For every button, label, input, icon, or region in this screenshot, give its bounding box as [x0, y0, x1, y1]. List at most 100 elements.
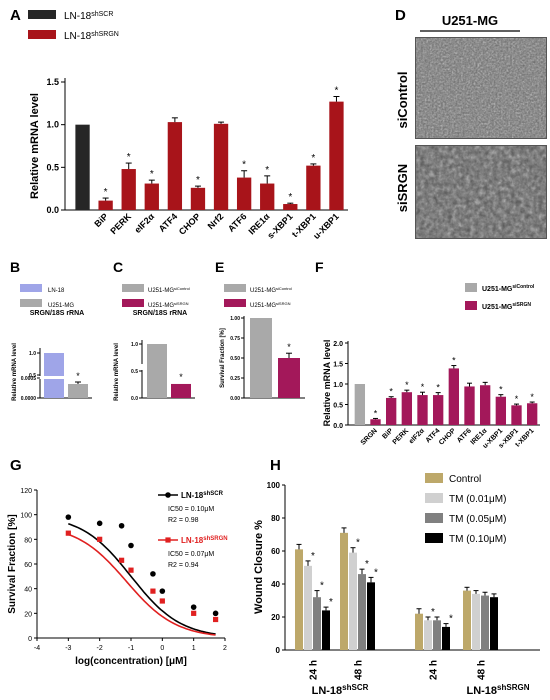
f-y-tick-label: 1.5 — [333, 362, 343, 369]
h-legend-label: TM (0.10μM) — [449, 534, 506, 545]
a-y-tick-label: 0.0 — [46, 205, 59, 215]
g-data-point — [97, 536, 103, 542]
a-significance-star: * — [127, 152, 131, 163]
panel-letter-c: C — [113, 259, 123, 275]
h-significance-star: * — [449, 614, 453, 625]
h-significance-star: * — [320, 581, 324, 592]
a-bar — [98, 200, 113, 210]
h-x-tick-label: 24 h — [309, 660, 320, 680]
h-y-label: Wound Closure % — [253, 520, 265, 614]
e-bar — [278, 358, 300, 398]
h-bar — [442, 626, 450, 650]
c-y-label: Relative mRNA level — [114, 343, 120, 401]
f-bar — [401, 392, 413, 425]
panel-letter-h: H — [270, 457, 281, 474]
h-group-label: LN-18shSRGN — [466, 683, 529, 698]
c-significance-star: * — [179, 372, 183, 382]
f-bar — [417, 395, 428, 425]
g-data-point — [213, 616, 219, 623]
a-bar — [329, 101, 344, 210]
a-significance-star: * — [311, 153, 315, 164]
g-x-tick-label: -4 — [34, 645, 40, 652]
panel-letter-e: E — [215, 259, 224, 275]
f-bar — [526, 403, 538, 425]
b-y-tick-label: 1.0 — [29, 351, 36, 357]
h-bar — [433, 620, 441, 650]
h-bar — [463, 590, 471, 650]
c-axis-break — [141, 363, 144, 370]
e-y-tick-label: 0.00 — [230, 396, 240, 402]
a-legend-label: LN-18shSRGN — [64, 31, 119, 43]
e-significance-star: * — [287, 342, 291, 352]
h-legend-label: Control — [449, 474, 481, 485]
f-legend-label: U251-MGsiControl — [482, 284, 535, 293]
g-fit-curve — [68, 522, 216, 635]
a-bar — [260, 183, 275, 210]
a-y-tick-label: 1.0 — [46, 120, 59, 130]
a-legend-swatch — [28, 30, 56, 39]
b-y-tick-label: 0.0000 — [21, 396, 37, 402]
h-significance-star: * — [311, 551, 315, 562]
a-significance-star: * — [196, 175, 200, 186]
g-legend-label: LN-18shSCR — [181, 491, 224, 500]
h-legend-swatch — [425, 513, 443, 523]
h-bar — [490, 597, 498, 650]
h-bar — [322, 610, 330, 650]
a-significance-star: * — [265, 165, 269, 176]
b-legend-swatch — [20, 284, 42, 292]
h-y-tick-label: 60 — [271, 547, 280, 556]
panel-letter-f: F — [315, 259, 324, 275]
f-y-label: Relative mRNA level — [322, 340, 332, 427]
g-x-tick-label: -2 — [97, 645, 103, 652]
h-bar — [472, 593, 480, 650]
a-bar — [167, 122, 183, 210]
panel-letter-a: A — [10, 7, 21, 24]
f-bar — [479, 385, 491, 425]
g-data-point — [96, 520, 103, 527]
a-significance-star: * — [335, 86, 339, 97]
h-y-tick-label: 40 — [271, 580, 280, 589]
g-ic50-label: IC50 = 0.07μM — [168, 551, 214, 558]
g-data-point — [65, 530, 71, 536]
micrograph-sicontrol — [415, 37, 547, 139]
a-bar — [121, 169, 136, 210]
e-y-label: Survival Fraction [%] — [220, 328, 226, 388]
e-y-tick-label: 0.25 — [230, 376, 240, 382]
b-bar — [68, 384, 88, 398]
b-bar-upper — [44, 353, 64, 376]
c-y-tick-label: 0.0 — [131, 396, 138, 402]
h-y-tick-label: 80 — [271, 514, 280, 523]
g-x-tick-label: 2 — [223, 645, 227, 652]
c-legend-swatch — [122, 284, 144, 292]
micrograph-sicontrol-texture — [416, 38, 546, 138]
a-bar — [190, 187, 206, 210]
panel-letter-g: G — [10, 457, 22, 474]
panel-d-row2-label: siSRGN — [395, 164, 410, 212]
a-x-tick-label: Nrf2 — [206, 211, 226, 231]
e-bar — [250, 318, 272, 398]
h-bar — [295, 549, 303, 650]
g-y-tick-label: 60 — [24, 562, 32, 569]
a-bar — [213, 123, 229, 210]
b-legend-swatch — [20, 299, 42, 307]
h-y-tick-label: 0 — [276, 646, 281, 655]
h-bar — [367, 582, 375, 650]
f-x-tick-label: SRGN — [360, 427, 379, 446]
h-legend-swatch — [425, 473, 443, 483]
panel-d-header: U251-MG — [442, 13, 498, 28]
e-legend-label: U251-MGsiSRGN — [250, 301, 291, 310]
c-bar — [171, 383, 191, 398]
b-y-tick-label: 0.0005 — [21, 376, 37, 382]
a-x-tick-label: CHOP — [177, 211, 202, 236]
h-significance-star: * — [356, 538, 360, 549]
g-legend-marker — [165, 492, 171, 498]
g-data-point — [191, 610, 197, 616]
f-significance-star: * — [421, 382, 425, 392]
g-data-point — [159, 598, 165, 604]
h-legend-label: TM (0.05μM) — [449, 514, 506, 525]
f-bar — [370, 419, 381, 425]
e-y-tick-label: 0.50 — [230, 356, 240, 362]
micrograph-sisrgn-texture — [416, 146, 546, 238]
h-significance-star: * — [431, 607, 435, 618]
